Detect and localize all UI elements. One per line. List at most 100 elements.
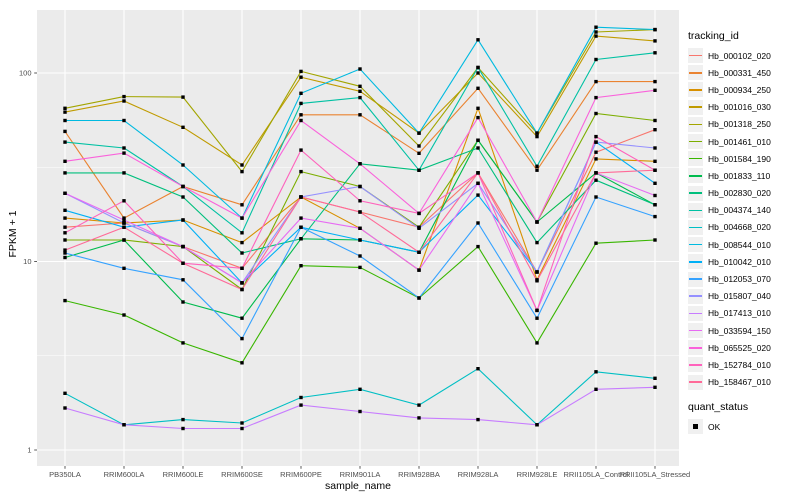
data-point	[417, 268, 421, 272]
data-point	[63, 171, 67, 175]
data-point	[417, 296, 421, 300]
data-point	[535, 220, 539, 224]
data-point	[240, 316, 244, 320]
data-point	[594, 150, 598, 154]
data-point	[653, 39, 657, 43]
data-point	[653, 376, 657, 380]
data-point	[240, 203, 244, 207]
data-point	[358, 226, 362, 230]
x-tick-label: RRIM600LE	[163, 470, 204, 479]
series-color-line-icon	[689, 261, 702, 263]
data-point	[358, 210, 362, 214]
data-point	[181, 195, 185, 199]
data-point	[476, 171, 480, 175]
legend-key	[688, 340, 703, 356]
data-point	[653, 88, 657, 92]
data-point	[594, 387, 598, 391]
legend-key	[688, 271, 703, 287]
data-point	[594, 140, 598, 144]
data-point	[63, 231, 67, 235]
data-point	[63, 191, 67, 195]
data-point	[63, 208, 67, 212]
data-point	[181, 125, 185, 129]
legend-key	[688, 48, 703, 64]
data-point	[299, 118, 303, 123]
legend-entry: Hb_158467_010	[688, 374, 800, 391]
data-point	[417, 416, 421, 420]
legend-key	[688, 202, 703, 218]
legend-entry-label: Hb_015807_040	[708, 291, 771, 302]
legend-entry-label: Hb_152784_010	[708, 359, 771, 370]
data-point	[299, 69, 303, 74]
data-point	[358, 67, 362, 71]
legend-entry: Hb_015807_040	[688, 288, 800, 305]
data-point	[240, 287, 244, 292]
legend-key	[688, 151, 703, 167]
legend-entry-label: Hb_002830_020	[708, 188, 771, 199]
data-point	[63, 248, 67, 252]
series-color-line-icon	[689, 192, 702, 194]
data-point	[476, 38, 480, 42]
data-point	[476, 106, 480, 110]
x-tick-label: RRIM928LA	[458, 470, 499, 479]
legend-entry-label: Hb_001461_010	[708, 136, 771, 147]
data-point	[122, 94, 126, 99]
data-point	[653, 51, 657, 55]
data-point	[535, 240, 539, 245]
legend-entry: Hb_152784_010	[688, 356, 800, 373]
data-point	[181, 163, 185, 167]
data-point	[358, 89, 362, 93]
data-point	[122, 216, 126, 220]
data-point	[358, 238, 362, 242]
data-point	[594, 57, 598, 62]
x-tick-label: PB350LA	[49, 470, 81, 479]
data-point	[476, 181, 480, 185]
data-point	[299, 225, 303, 229]
legend-entry: Hb_001584_190	[688, 150, 800, 167]
data-point	[358, 387, 362, 391]
data-point	[122, 146, 126, 150]
data-point	[476, 244, 480, 249]
data-point	[358, 113, 362, 117]
series-color-line-icon	[689, 89, 702, 91]
data-point	[63, 216, 67, 220]
data-point	[299, 169, 303, 174]
y-tick-label: 1	[27, 446, 31, 455]
legend-tracking-id: tracking_id Hb_000102_020 Hb_000331_450 Hb…	[688, 30, 800, 391]
legend-entry: Hb_033594_150	[688, 322, 800, 339]
data-point	[535, 164, 539, 168]
black-square-icon	[693, 424, 698, 429]
data-point	[240, 163, 244, 167]
data-point	[181, 417, 185, 422]
data-point	[122, 313, 126, 317]
data-point	[417, 226, 421, 230]
data-point	[181, 95, 185, 99]
series-color-line-icon	[689, 209, 702, 212]
series-color-line-icon	[689, 157, 702, 160]
data-point	[653, 27, 657, 32]
data-point	[653, 385, 657, 389]
y-tick-label: 10	[23, 257, 31, 266]
legend-entry: Hb_004374_140	[688, 202, 800, 219]
data-point	[476, 86, 480, 90]
data-point	[653, 118, 657, 123]
data-point	[63, 159, 67, 163]
legend-entry-label: Hb_033594_150	[708, 325, 771, 336]
legend-key	[688, 288, 703, 304]
legend-entry: Hb_004668_020	[688, 219, 800, 236]
legend-key	[688, 237, 703, 253]
x-tick-label: RRIM928BA	[398, 470, 440, 479]
data-point	[63, 118, 67, 123]
data-point	[358, 95, 362, 100]
data-point	[476, 71, 480, 75]
legend-key	[688, 357, 703, 373]
data-point	[594, 241, 598, 245]
data-point	[535, 308, 539, 313]
data-point	[240, 426, 244, 431]
data-point	[653, 79, 657, 84]
data-point	[240, 169, 244, 174]
data-point	[653, 146, 657, 150]
data-point	[535, 168, 539, 172]
data-point	[653, 168, 657, 172]
